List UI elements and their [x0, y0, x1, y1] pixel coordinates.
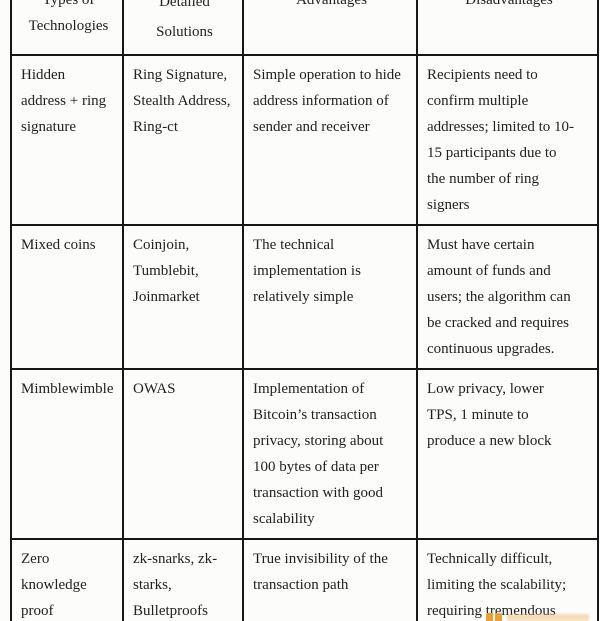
table-row-mimblewimble: Mimblewimble OWAS Implementation of Bitc… — [10, 368, 599, 540]
cell-technology-type: Hidden address + ring signature — [10, 54, 124, 226]
watermark-illegible-text — [507, 614, 589, 621]
header-row: Types of Technologies Detailed Solutions… — [10, 0, 599, 56]
cell-technology-type: Mimblewimble — [10, 368, 124, 540]
watermark — [486, 613, 598, 621]
header-detailed-solutions: Detailed Solutions — [122, 0, 244, 56]
watermark-logo-icon — [486, 613, 502, 621]
cell-detailed-solutions: zk-snarks, zk- starks, Bulletproofs — [122, 538, 244, 621]
table-row-mixed-coins: Mixed coins Coinjoin, Tumblebit, Joinmar… — [10, 224, 599, 370]
cell-advantages: The technical implementation is relative… — [242, 224, 418, 370]
cell-detailed-solutions: OWAS — [122, 368, 244, 540]
cell-advantages: Implementation of Bitcoin’s transaction … — [242, 368, 418, 540]
table-row-zero-knowledge-proof: Zero knowledge proof zk-snarks, zk- star… — [10, 538, 599, 621]
cell-advantages: True invisibility of the transaction pat… — [242, 538, 418, 621]
cell-advantages: Simple operation to hide address informa… — [242, 54, 418, 226]
cell-disadvantages: Must have certain amount of funds and us… — [416, 224, 599, 370]
header-disadvantages: Disadvantages — [416, 0, 599, 56]
cell-technology-type: Mixed coins — [10, 224, 124, 370]
cell-detailed-solutions: Ring Signature, Stealth Address, Ring-ct — [122, 54, 244, 226]
cell-technology-type: Zero knowledge proof — [10, 538, 124, 621]
table-row-hidden-address-ring-signature: Hidden address + ring signature Ring Sig… — [10, 54, 599, 226]
header-advantages: Advantages — [242, 0, 418, 56]
header-types-of-technologies: Types of Technologies — [10, 0, 124, 56]
privacy-technologies-table: Types of Technologies Detailed Solutions… — [10, 0, 599, 621]
cell-detailed-solutions: Coinjoin, Tumblebit, Joinmarket — [122, 224, 244, 370]
cell-disadvantages: Low privacy, lower TPS, 1 minute to prod… — [416, 368, 599, 540]
cell-disadvantages: Recipients need to confirm multiple addr… — [416, 54, 599, 226]
cell-disadvantages: Technically difficult, limiting the scal… — [416, 538, 599, 621]
